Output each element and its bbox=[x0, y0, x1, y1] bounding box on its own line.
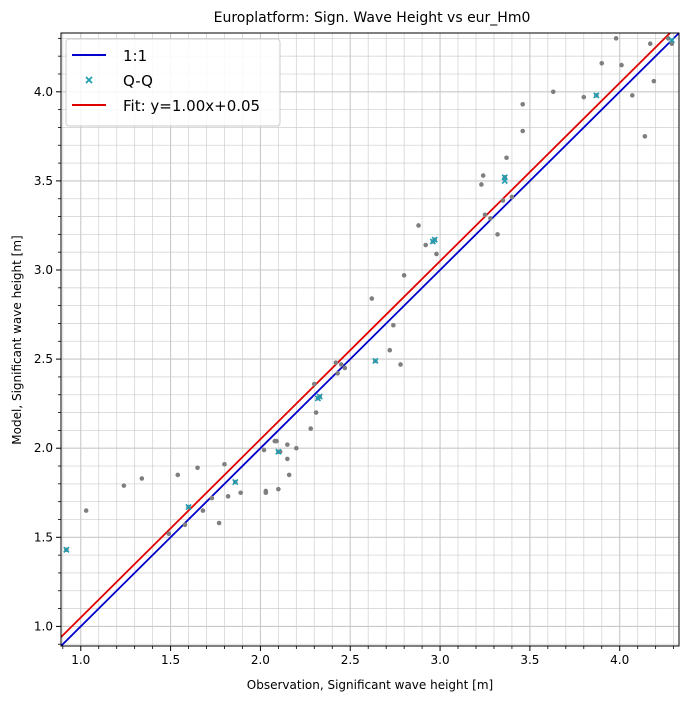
scatter-point bbox=[387, 347, 393, 353]
scatter-point bbox=[550, 89, 556, 95]
scatter-point bbox=[480, 173, 486, 178]
scatter-point bbox=[434, 251, 439, 257]
qq-marker bbox=[501, 174, 508, 181]
x-tick-label: 2.0 bbox=[251, 653, 270, 667]
scatter-point bbox=[599, 60, 605, 66]
scatter-point bbox=[276, 486, 281, 492]
legend-box bbox=[65, 38, 281, 127]
y-tick-label: 1.5 bbox=[34, 530, 53, 544]
x-tick-label: 1.5 bbox=[161, 653, 180, 667]
scatter-point bbox=[216, 520, 222, 526]
scatter-point bbox=[509, 194, 515, 200]
grid bbox=[61, 33, 679, 646]
scatter-point bbox=[398, 362, 403, 367]
legend-one-to-one-label: 1:1 bbox=[123, 47, 147, 65]
qq-marker bbox=[372, 357, 379, 365]
y-axis-ticks: 1.0 1.5 2.0 2.5 3.0 3.5 4.0 bbox=[34, 37, 61, 645]
x-tick-label: 2.5 bbox=[341, 653, 360, 667]
y-tick-label: 3.5 bbox=[34, 174, 53, 188]
x-tick-label: 3.0 bbox=[431, 653, 450, 667]
legend-qq-swatch bbox=[85, 76, 93, 84]
scatter-point bbox=[222, 461, 227, 467]
scatter-point bbox=[391, 322, 396, 328]
scatter-point bbox=[482, 212, 488, 218]
scatter-point bbox=[182, 522, 188, 528]
qq-marker bbox=[63, 546, 70, 553]
scatter-point bbox=[642, 134, 648, 139]
scatter-point bbox=[225, 494, 231, 499]
scatter-point bbox=[312, 381, 317, 387]
scatter-point bbox=[423, 242, 428, 248]
scatter-point bbox=[285, 456, 290, 462]
legend: 1:1 Q-Q Fit: y=1.00x+0.05 bbox=[65, 38, 281, 127]
scatter-point bbox=[139, 476, 145, 481]
scatter-point bbox=[629, 93, 635, 98]
scatter-point bbox=[613, 36, 619, 41]
scatter-point bbox=[308, 426, 314, 431]
scatter-point bbox=[166, 531, 172, 537]
scatter-point bbox=[495, 232, 500, 237]
scatter-point bbox=[647, 41, 653, 46]
scatter-point bbox=[200, 508, 206, 513]
scatter-point bbox=[619, 62, 624, 68]
scatter-point bbox=[479, 182, 484, 187]
y-axis-label: Model, Significant wave height [m] bbox=[10, 235, 24, 444]
qq-marker bbox=[316, 393, 323, 400]
legend-qq-label: Q-Q bbox=[123, 72, 153, 90]
qq-marker bbox=[185, 503, 192, 511]
chart-title: Europlatform: Sign. Wave Height vs eur_H… bbox=[214, 10, 531, 26]
qq-marker bbox=[668, 36, 675, 44]
y-tick-label: 2.5 bbox=[34, 352, 53, 366]
scatter-point bbox=[175, 472, 181, 478]
qq-marker bbox=[431, 236, 438, 243]
scatter-point bbox=[581, 94, 587, 100]
scatter-point bbox=[285, 442, 290, 447]
scatter-point bbox=[261, 447, 267, 453]
scatter-point bbox=[286, 472, 292, 478]
scatter-point bbox=[369, 296, 375, 301]
y-tick-label: 4.0 bbox=[34, 85, 53, 99]
scatter-point bbox=[416, 223, 421, 228]
fit-line bbox=[61, 33, 672, 638]
scatter-point bbox=[83, 508, 89, 513]
plot-frame bbox=[60, 32, 680, 647]
scatter-point bbox=[294, 445, 299, 451]
scatter-point bbox=[121, 483, 127, 488]
scatter-point bbox=[520, 128, 526, 134]
scatter-point bbox=[665, 36, 671, 41]
scatter-point bbox=[209, 495, 215, 501]
scatter-point bbox=[263, 490, 269, 496]
one-to-one-line bbox=[61, 33, 679, 646]
scatter-point bbox=[669, 41, 675, 46]
scatter-point bbox=[338, 362, 344, 367]
scatter-point bbox=[651, 78, 657, 84]
scatter-point bbox=[342, 365, 348, 371]
x-tick-label: 3.5 bbox=[520, 653, 539, 667]
scatter-point bbox=[313, 410, 319, 415]
qq-marker bbox=[232, 478, 239, 486]
scatter-point bbox=[195, 465, 200, 471]
scatter-point bbox=[335, 371, 340, 376]
x-axis-ticks: 1.0 1.5 2.0 2.5 3.0 3.5 4.0 bbox=[62, 646, 675, 667]
scatter-point bbox=[500, 198, 506, 203]
plot-area bbox=[61, 33, 679, 646]
scatter-point bbox=[504, 155, 509, 161]
scatter-point bbox=[401, 273, 407, 278]
scatter-point bbox=[488, 216, 493, 221]
x-tick-label: 1.0 bbox=[71, 653, 90, 667]
legend-fit-label: Fit: y=1.00x+0.05 bbox=[123, 97, 260, 115]
qq-marker bbox=[593, 92, 600, 99]
x-tick-label: 4.0 bbox=[610, 653, 629, 667]
y-tick-label: 2.0 bbox=[34, 441, 53, 455]
y-tick-label: 1.0 bbox=[34, 619, 53, 633]
scatter-point bbox=[238, 490, 243, 496]
qq-marker bbox=[275, 448, 282, 455]
y-tick-label: 3.0 bbox=[34, 263, 53, 277]
scatter-point bbox=[333, 360, 339, 365]
scatter-point bbox=[520, 101, 526, 107]
x-axis-label: Observation, Significant wave height [m] bbox=[247, 678, 493, 692]
scatter-point bbox=[274, 438, 279, 444]
